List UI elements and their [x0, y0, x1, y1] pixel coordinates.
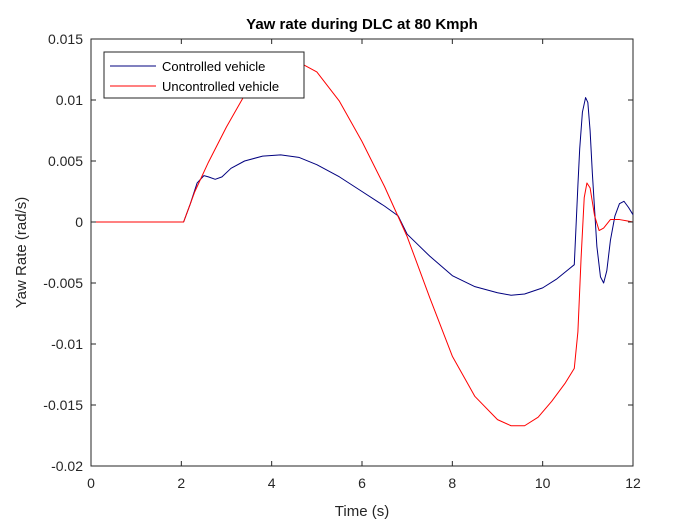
y-tick-label: -0.005 [43, 275, 83, 291]
y-tick-label: 0 [75, 214, 83, 230]
x-tick-label: 4 [268, 475, 276, 491]
x-tick-label: 0 [87, 475, 95, 491]
y-tick-label: 0.01 [56, 92, 83, 108]
legend-label-2: Uncontrolled vehicle [162, 79, 279, 94]
legend-box [103, 51, 305, 99]
legend-label-1: Controlled vehicle [162, 59, 265, 74]
x-tick-label: 2 [177, 475, 185, 491]
x-tick-label: 12 [625, 475, 641, 491]
y-tick-label: -0.02 [51, 458, 83, 474]
y-tick-label: 0.015 [48, 31, 83, 47]
ticks-layer: 0 2 4 6 8 10 12 0.015 0.01 0.005 0 -0.005 -0.01 -0.01… [43, 31, 641, 491]
y-tick-label: -0.015 [43, 397, 83, 413]
x-tick-label: 6 [358, 475, 366, 491]
y-axis-label: Yaw Rate (rad/s) [13, 197, 30, 308]
y-tick-label: 0.005 [48, 153, 83, 169]
x-axis-label: Time (s) [335, 503, 389, 520]
legend: Controlled vehicle Uncontrolled vehicle [103, 51, 305, 99]
plot-area [90, 38, 634, 467]
chart-title: Yaw rate during DLC at 80 Kmph [246, 16, 478, 33]
y-tick-label: -0.01 [51, 336, 83, 352]
series-line-1 [91, 97, 634, 296]
x-tick-label: 8 [448, 475, 456, 491]
x-tick-label: 10 [535, 475, 551, 491]
